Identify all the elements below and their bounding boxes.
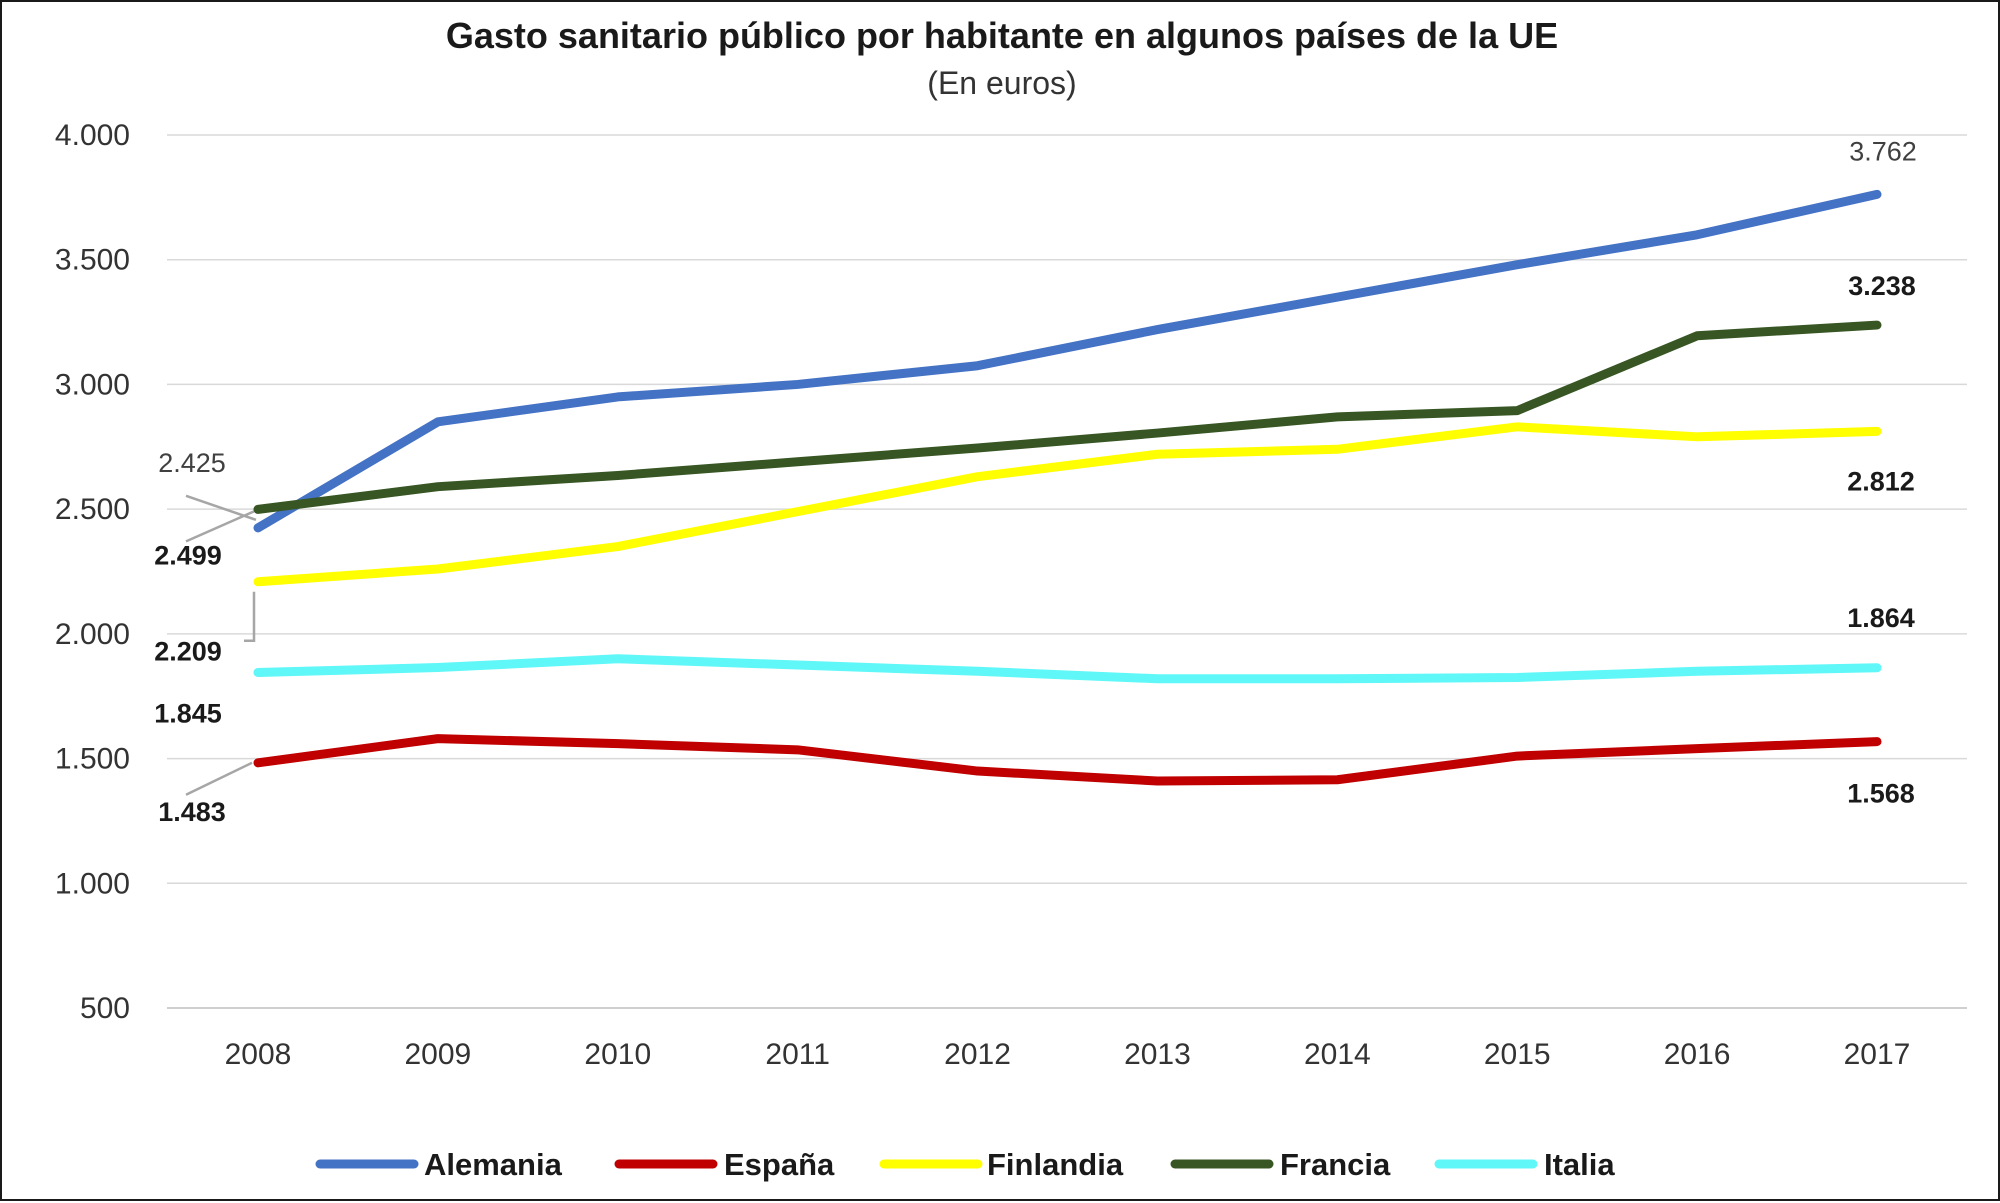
chart-title: Gasto sanitario público por habitante en…: [446, 15, 1558, 56]
x-tick-label: 2008: [225, 1038, 292, 1071]
x-tick-label: 2016: [1664, 1038, 1731, 1071]
y-tick-label: 2.000: [55, 618, 130, 651]
legend-item-espana: España: [614, 1147, 835, 1182]
legend-label: Finlandia: [987, 1147, 1124, 1182]
x-tick-label: 2017: [1844, 1038, 1911, 1071]
legend-item-alemania: Alemania: [315, 1147, 563, 1182]
data-label-italia-2017: 1.864: [1847, 603, 1915, 633]
series-line-espana: [253, 734, 1882, 786]
x-tick-label: 2013: [1124, 1038, 1191, 1071]
leader-line-finlandia: [244, 591, 256, 642]
y-tick-label: 1.500: [55, 743, 130, 776]
x-tick-label: 2015: [1484, 1038, 1551, 1071]
y-tick-label: 1.000: [55, 867, 130, 900]
legend-item-finlandia: Finlandia: [879, 1147, 1124, 1182]
y-tick-label: 3.500: [55, 244, 130, 277]
axes: 500 1.000 1.500 2.000 2.500 3.000 3.500 4.000 20…: [55, 119, 1910, 1071]
series-line-finlandia: [253, 422, 1882, 587]
x-tick-label: 2014: [1304, 1038, 1371, 1071]
leader-line-espana: [185, 761, 253, 796]
leader-line-francia: [185, 510, 255, 543]
data-label-alemania-2008: 2.425: [158, 448, 226, 478]
gridlines: [167, 134, 1967, 1009]
series-lines: [253, 189, 1882, 786]
y-tick-label: 3.000: [55, 368, 130, 401]
data-label-finlandia-2008: 2.209: [154, 637, 222, 667]
data-label-francia-2017: 3.238: [1848, 271, 1916, 301]
legend-label: Italia: [1544, 1147, 1615, 1182]
series-line-francia: [253, 320, 1882, 514]
x-tick-label: 2011: [765, 1038, 830, 1071]
y-tick-label: 500: [80, 992, 130, 1025]
data-label-espana-2008: 1.483: [158, 797, 226, 827]
x-tick-label: 2009: [405, 1038, 472, 1071]
x-tick-label: 2010: [584, 1038, 651, 1071]
legend-label: Alemania: [424, 1147, 563, 1182]
series-line-alemania: [253, 189, 1882, 533]
data-label-francia-2008: 2.499: [154, 540, 222, 570]
y-tick-label: 2.500: [55, 493, 130, 526]
legend-label: Francia: [1280, 1147, 1391, 1182]
series-line-italia: [253, 654, 1882, 684]
legend-item-francia: Francia: [1170, 1147, 1391, 1182]
y-tick-label: 4.000: [55, 119, 130, 152]
data-label-finlandia-2017: 2.812: [1847, 466, 1915, 496]
data-label-espana-2017: 1.568: [1847, 779, 1915, 809]
legend: Alemania España Finlandia Francia Italia: [315, 1147, 1615, 1182]
data-label-italia-2008: 1.845: [154, 699, 222, 729]
data-label-alemania-2017: 3.762: [1849, 136, 1917, 166]
chart-subtitle: (En euros): [927, 65, 1076, 101]
legend-label: España: [724, 1147, 835, 1182]
label-leader-lines: [185, 494, 257, 796]
x-tick-label: 2012: [944, 1038, 1011, 1071]
legend-item-italia: Italia: [1434, 1147, 1615, 1182]
data-labels: 2.425 2.499 2.209 1.845 1.483 3.762 3.238 2.812…: [154, 136, 1917, 826]
